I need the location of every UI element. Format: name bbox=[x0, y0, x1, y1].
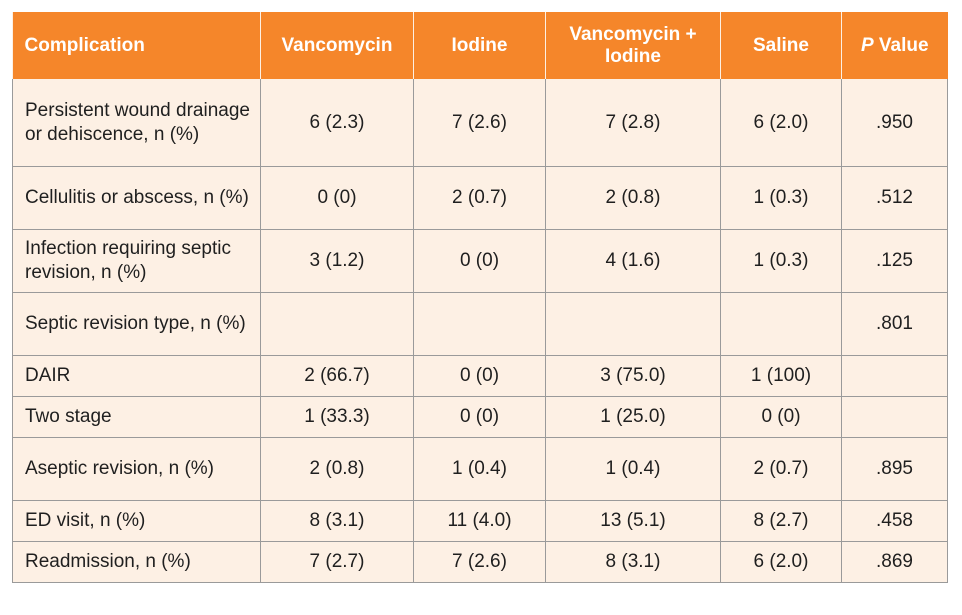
table-row: Septic revision type, n (%) .801 bbox=[12, 292, 948, 356]
complications-table-container: Complication Vancomycin Iodine Vancomyci… bbox=[12, 12, 948, 583]
cell-vancomycin bbox=[260, 292, 414, 356]
cell-vancomycin: 1 (33.3) bbox=[260, 396, 414, 438]
table-header: Complication Vancomycin Iodine Vancomyci… bbox=[12, 12, 948, 79]
cell-iodine bbox=[413, 292, 546, 356]
table-row: DAIR 2 (66.7) 0 (0) 3 (75.0) 1 (100) bbox=[12, 355, 948, 397]
cell-vancomycin-iodine: 2 (0.8) bbox=[545, 166, 721, 230]
cell-vancomycin-iodine: 7 (2.8) bbox=[545, 79, 721, 167]
cell-vancomycin-iodine: 3 (75.0) bbox=[545, 355, 721, 397]
cell-complication: Infection requiring septic revision, n (… bbox=[12, 229, 261, 293]
cell-vancomycin-iodine: 8 (3.1) bbox=[545, 541, 721, 583]
cell-saline: 2 (0.7) bbox=[720, 437, 842, 501]
cell-saline: 1 (100) bbox=[720, 355, 842, 397]
cell-vancomycin: 3 (1.2) bbox=[260, 229, 414, 293]
cell-vancomycin: 7 (2.7) bbox=[260, 541, 414, 583]
cell-vancomycin-iodine: 1 (0.4) bbox=[545, 437, 721, 501]
cell-complication: Septic revision type, n (%) bbox=[12, 292, 261, 356]
cell-saline: 1 (0.3) bbox=[720, 229, 842, 293]
header-iodine: Iodine bbox=[413, 12, 546, 79]
cell-p-value bbox=[841, 355, 948, 397]
cell-vancomycin: 0 (0) bbox=[260, 166, 414, 230]
table-row: Two stage 1 (33.3) 0 (0) 1 (25.0) 0 (0) bbox=[12, 396, 948, 438]
cell-p-value: .512 bbox=[841, 166, 948, 230]
cell-vancomycin: 8 (3.1) bbox=[260, 500, 414, 542]
cell-p-value: .950 bbox=[841, 79, 948, 167]
cell-complication: Two stage bbox=[12, 396, 261, 438]
header-vancomycin-iodine-line2: Iodine bbox=[605, 45, 661, 67]
cell-iodine: 0 (0) bbox=[413, 355, 546, 397]
table-row: Readmission, n (%) 7 (2.7) 7 (2.6) 8 (3.… bbox=[12, 541, 948, 583]
header-vancomycin-iodine-line1: Vancomycin + bbox=[569, 23, 697, 45]
cell-p-value bbox=[841, 396, 948, 438]
cell-complication: ED visit, n (%) bbox=[12, 500, 261, 542]
header-p-italic: P bbox=[860, 34, 874, 56]
cell-iodine: 0 (0) bbox=[413, 229, 546, 293]
cell-vancomycin-iodine: 4 (1.6) bbox=[545, 229, 721, 293]
cell-saline: 0 (0) bbox=[720, 396, 842, 438]
cell-vancomycin: 6 (2.3) bbox=[260, 79, 414, 167]
cell-complication: Readmission, n (%) bbox=[12, 541, 261, 583]
header-vancomycin: Vancomycin bbox=[260, 12, 414, 79]
header-complication: Complication bbox=[12, 12, 261, 79]
cell-vancomycin-iodine: 1 (25.0) bbox=[545, 396, 721, 438]
cell-p-value: .801 bbox=[841, 292, 948, 356]
header-p-rest: Value bbox=[873, 34, 929, 56]
table-row: ED visit, n (%) 8 (3.1) 11 (4.0) 13 (5.1… bbox=[12, 500, 948, 542]
cell-p-value: .458 bbox=[841, 500, 948, 542]
cell-p-value: .869 bbox=[841, 541, 948, 583]
header-row: Complication Vancomycin Iodine Vancomyci… bbox=[12, 12, 948, 79]
table-row: Infection requiring septic revision, n (… bbox=[12, 229, 948, 293]
cell-saline: 8 (2.7) bbox=[720, 500, 842, 542]
cell-iodine: 1 (0.4) bbox=[413, 437, 546, 501]
cell-iodine: 11 (4.0) bbox=[413, 500, 546, 542]
header-p-value: P Value bbox=[841, 12, 948, 79]
cell-vancomycin: 2 (0.8) bbox=[260, 437, 414, 501]
table-row: Cellulitis or abscess, n (%) 0 (0) 2 (0.… bbox=[12, 166, 948, 230]
cell-p-value: .895 bbox=[841, 437, 948, 501]
cell-complication: Aseptic revision, n (%) bbox=[12, 437, 261, 501]
table-body: Persistent wound drainage or dehiscence,… bbox=[12, 79, 948, 583]
cell-vancomycin-iodine: 13 (5.1) bbox=[545, 500, 721, 542]
cell-vancomycin: 2 (66.7) bbox=[260, 355, 414, 397]
cell-complication: Persistent wound drainage or dehiscence,… bbox=[12, 79, 261, 167]
header-saline: Saline bbox=[720, 12, 842, 79]
cell-saline bbox=[720, 292, 842, 356]
cell-iodine: 2 (0.7) bbox=[413, 166, 546, 230]
cell-iodine: 7 (2.6) bbox=[413, 541, 546, 583]
cell-iodine: 7 (2.6) bbox=[413, 79, 546, 167]
cell-saline: 6 (2.0) bbox=[720, 541, 842, 583]
table-row: Aseptic revision, n (%) 2 (0.8) 1 (0.4) … bbox=[12, 437, 948, 501]
table-row: Persistent wound drainage or dehiscence,… bbox=[12, 79, 948, 167]
cell-saline: 6 (2.0) bbox=[720, 79, 842, 167]
header-vancomycin-iodine: Vancomycin + Iodine bbox=[545, 12, 721, 79]
cell-p-value: .125 bbox=[841, 229, 948, 293]
cell-vancomycin-iodine bbox=[545, 292, 721, 356]
complications-table: Complication Vancomycin Iodine Vancomyci… bbox=[12, 12, 948, 583]
cell-iodine: 0 (0) bbox=[413, 396, 546, 438]
cell-saline: 1 (0.3) bbox=[720, 166, 842, 230]
cell-complication: DAIR bbox=[12, 355, 261, 397]
cell-complication: Cellulitis or abscess, n (%) bbox=[12, 166, 261, 230]
